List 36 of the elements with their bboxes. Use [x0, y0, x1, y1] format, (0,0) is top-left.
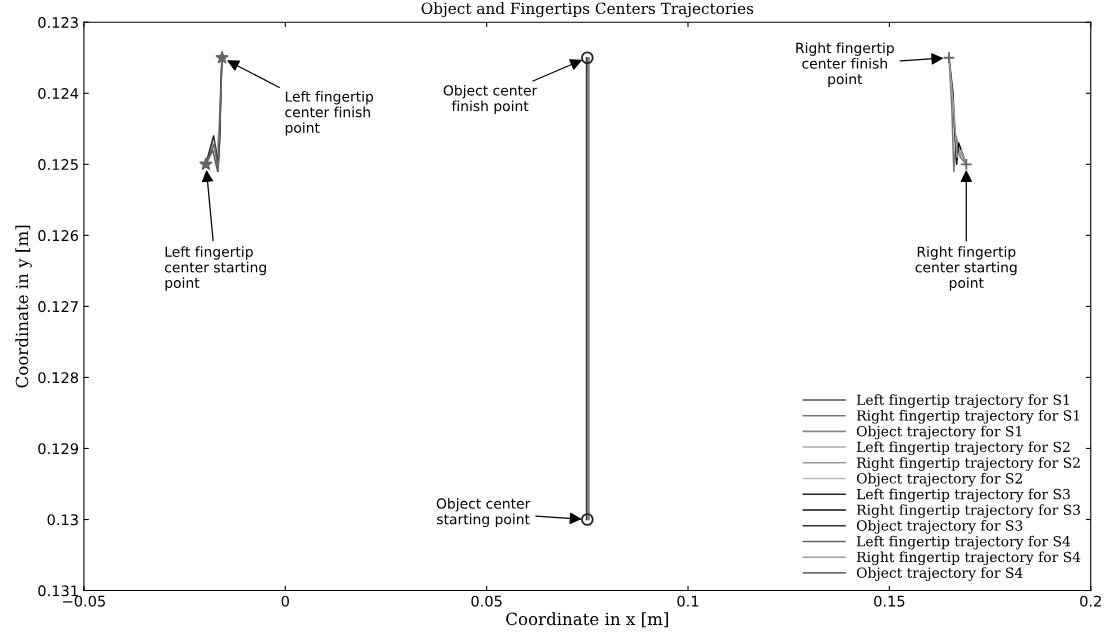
legend-label: Right fingertip trajectory for S4 — [856, 551, 1081, 566]
annotation: Left fingertip center starting point — [165, 246, 266, 291]
annotation: Left fingertip center finish point — [285, 91, 374, 136]
x-tick-label: −0.05 — [63, 595, 105, 607]
y-tick-label: 0.126 — [38, 230, 79, 242]
y-tick-label: 0.125 — [38, 159, 78, 171]
legend-label: Object trajectory for S4 — [856, 567, 1023, 581]
legend-label: Left fingertip trajectory for S4 — [856, 535, 1071, 550]
x-tick-label: 0.2 — [1080, 595, 1101, 607]
legend-label: Right fingertip trajectory for S3 — [856, 504, 1080, 518]
annotation: Object center starting point — [436, 498, 531, 528]
y-tick-label: 0.123 — [38, 16, 78, 28]
legend-label: Right fingertip trajectory for S2 — [856, 457, 1080, 471]
x-tick-label: 0.05 — [471, 595, 502, 607]
annotation: Right fingertip center finish point — [796, 42, 894, 87]
x-axis-title: Coordinate in x [m] — [506, 612, 668, 628]
legend-label: Object trajectory for S2 — [856, 472, 1022, 487]
y-tick-label: 0.131 — [38, 585, 78, 597]
legend-label: Left fingertip trajectory for S2 — [856, 441, 1070, 456]
y-tick-label: 0.127 — [38, 301, 78, 313]
legend-label: Left fingertip trajectory for S1 — [856, 394, 1069, 408]
annotation: Right fingertip center starting point — [915, 246, 1017, 291]
x-tick-label: 0.15 — [874, 595, 905, 607]
legend-label: Right fingertip trajectory for S1 — [856, 409, 1080, 424]
y-tick-label: 0.128 — [38, 372, 79, 384]
legend-label: Left fingertip trajectory for S3 — [856, 488, 1070, 503]
chart-title: Object and Fingertips Centers Trajectories — [421, 2, 754, 18]
y-tick-label: 0.13 — [47, 514, 78, 526]
legend-label: Object trajectory for S1 — [856, 425, 1022, 440]
legend-label: Object trajectory for S3 — [856, 520, 1023, 534]
y-tick-label: 0.129 — [38, 443, 79, 455]
x-tick-label: 0.1 — [677, 595, 699, 607]
x-tick-label: 0 — [281, 595, 289, 607]
annotation: Object center finish point — [443, 84, 538, 114]
y-tick-label: 0.124 — [38, 87, 79, 100]
y-axis-title: Coordinate in y [m] — [15, 225, 32, 388]
